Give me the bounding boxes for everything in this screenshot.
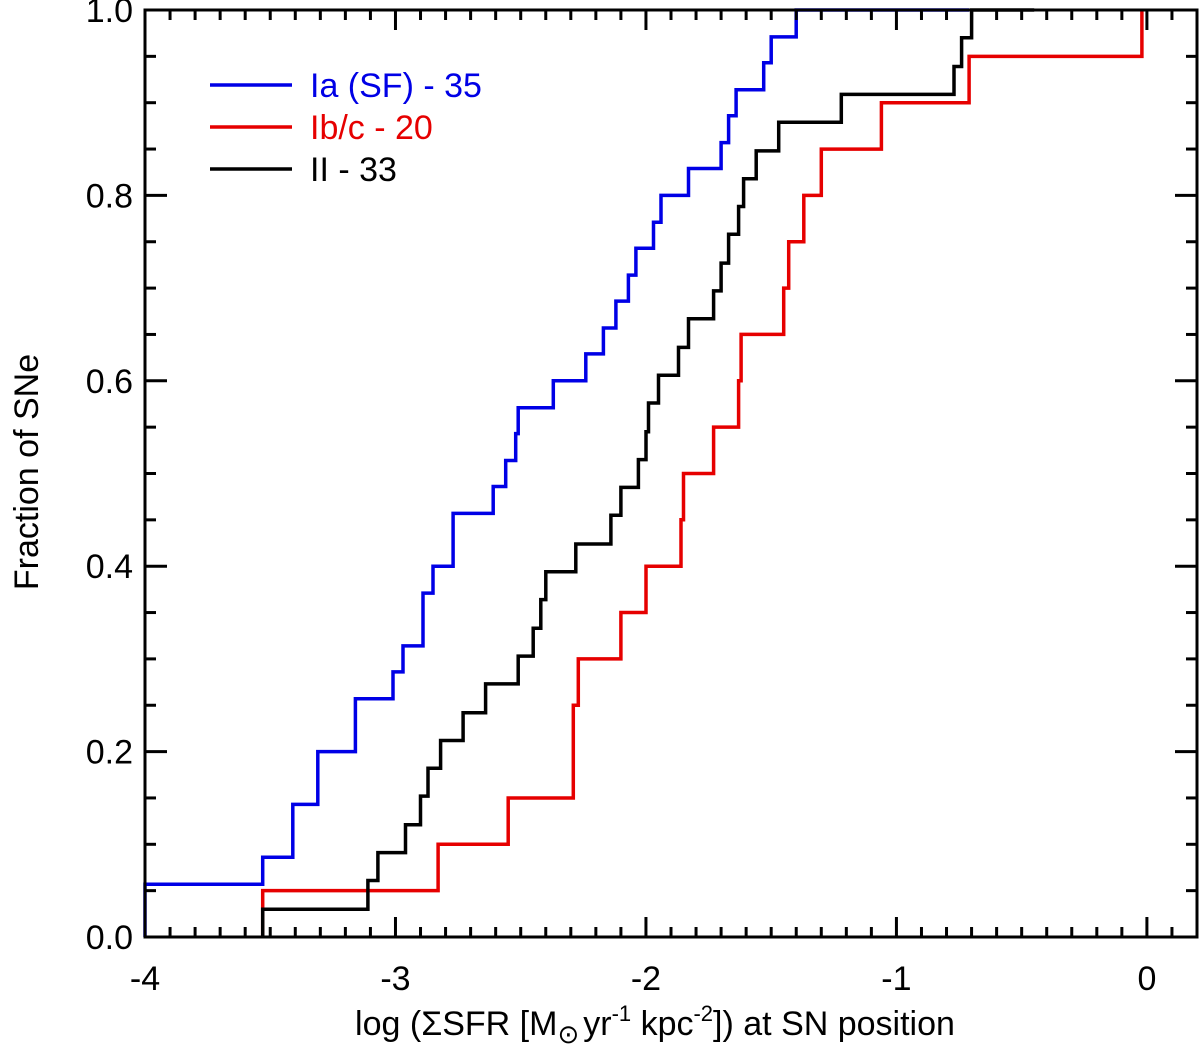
y-axis-label: Fraction of SNe xyxy=(8,354,46,590)
x-axis-label-kpc: kpc xyxy=(631,1005,693,1043)
x-axis-label-prefix: log ( xyxy=(355,1005,422,1043)
legend-label: Ib/c - 20 xyxy=(310,109,433,147)
legend: Ia (SF) - 35 Ib/c - 20 II - 33 xyxy=(210,67,482,189)
y-tick-label: 0.8 xyxy=(86,177,133,215)
x-axis-label-yr-exponent: -1 xyxy=(612,1001,632,1026)
plot-frame xyxy=(143,8,1199,939)
y-tick-label: 0.4 xyxy=(86,548,133,586)
series-line-2 xyxy=(260,10,1144,937)
tick-labels: -4 -3 -2 -1 0 0.0 0.2 0.4 0.6 0.8 1.0 xyxy=(86,0,1157,998)
legend-label: Ia (SF) - 35 xyxy=(310,67,482,105)
ticks-layer xyxy=(143,8,1199,939)
y-tick-label: 0.0 xyxy=(86,919,133,957)
y-tick-label: 0.2 xyxy=(86,734,133,772)
series-line-1 xyxy=(143,8,970,937)
x-axis-label: log (ΣSFR [M⊙ yr-1 kpc-2]) at SN position xyxy=(355,1001,955,1049)
x-axis-label-suffix: ]) at SN position xyxy=(713,1005,955,1043)
x-axis-label-yr: yr xyxy=(583,1005,611,1043)
x-tick-label: -2 xyxy=(631,960,661,998)
series-line-3 xyxy=(260,8,1035,937)
x-axis-label-sigma: Σ xyxy=(421,1005,442,1043)
x-tick-label: -1 xyxy=(881,960,911,998)
x-axis-label-sfr: SFR [M xyxy=(442,1005,557,1043)
x-axis-label-sun-symbol: ⊙ xyxy=(557,1019,579,1049)
series-layer xyxy=(143,8,1144,937)
x-tick-label: -3 xyxy=(380,960,410,998)
x-tick-label: 0 xyxy=(1137,960,1156,998)
legend-label: II - 33 xyxy=(310,151,397,189)
y-tick-label: 0.6 xyxy=(86,363,133,401)
x-axis-label-kpc-exponent: -2 xyxy=(693,1001,713,1026)
y-tick-label: 1.0 xyxy=(86,0,133,30)
x-tick-label: -4 xyxy=(130,960,160,998)
